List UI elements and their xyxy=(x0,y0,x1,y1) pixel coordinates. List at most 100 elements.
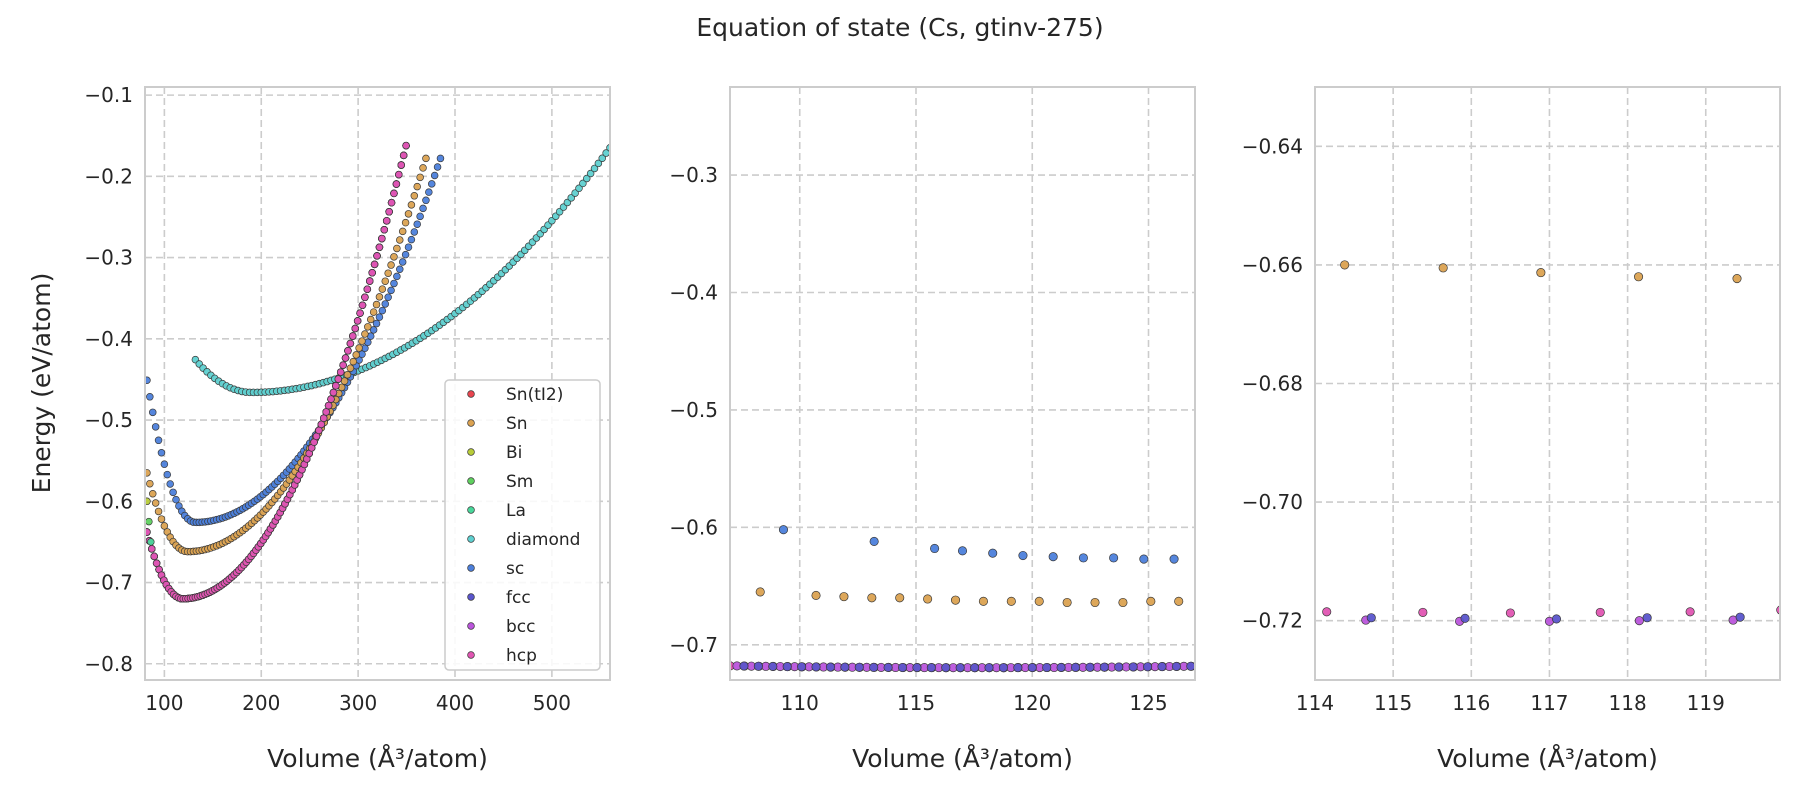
x-tick-label: 400 xyxy=(436,691,474,715)
data-point-sc xyxy=(1169,554,1179,564)
x-tick-label: 200 xyxy=(242,691,280,715)
data-point-fcc xyxy=(1642,613,1652,623)
data-point-sc xyxy=(422,196,430,205)
y-axis-label: Energy (eV/atom) xyxy=(27,273,56,494)
data-point-hcp xyxy=(358,301,367,310)
data-point-hcp xyxy=(399,151,408,160)
data-point-diamond xyxy=(571,189,579,197)
legend-marker xyxy=(467,419,475,427)
data-point-hcp xyxy=(382,217,391,225)
legend-label: Sn xyxy=(506,414,528,434)
data-point-sn xyxy=(839,592,849,602)
data-point-sn xyxy=(422,154,430,163)
x-tick-label: 118 xyxy=(1609,691,1647,715)
x-tick-label: 119 xyxy=(1687,691,1725,715)
y-tick-label: −0.3 xyxy=(84,246,133,270)
data-point-sc xyxy=(390,279,398,288)
data-point-fcc xyxy=(782,662,792,672)
legend: Sn(tI2) Sn Bi Sm La diamond sc fcc bcc hcp xyxy=(444,379,601,671)
data-point-fcc xyxy=(912,663,922,673)
y-tick-label: −0.5 xyxy=(84,408,133,432)
data-point-hcp xyxy=(332,382,340,390)
data-point-sc xyxy=(151,423,160,431)
panels: 100 200 300 400 500 −0.1 −0.2 −0.3 −0.4 −0.5 −0.6 −… xyxy=(27,83,1781,773)
data-point-sn xyxy=(404,210,413,218)
data-point-hcp xyxy=(368,269,376,277)
x-axis-label: Volume (Å³/atom) xyxy=(267,744,488,773)
data-point-sn xyxy=(755,587,765,597)
data-point-sc xyxy=(410,228,419,236)
data-point-sn xyxy=(1174,596,1184,606)
data-point-sn xyxy=(895,593,905,603)
y-tick-label: −0.7 xyxy=(84,571,133,595)
panel-right: 114 115 116 117 118 119 −0.64 −0.66 −0.68 −0.70 −0… xyxy=(1242,86,1781,773)
data-point-sc xyxy=(146,393,154,401)
y-tick-label: −0.5 xyxy=(669,398,718,422)
y-tick-label: −0.8 xyxy=(84,652,133,676)
x-tick-label: 116 xyxy=(1452,691,1490,715)
data-point-fcc xyxy=(768,661,778,671)
data-point-sc xyxy=(145,376,151,384)
data-point-sc xyxy=(154,436,163,445)
data-point-sn xyxy=(393,244,401,253)
y-tick-label: −0.64 xyxy=(1242,134,1303,158)
legend-label: fcc xyxy=(506,588,531,608)
data-point-diamond xyxy=(598,154,606,162)
data-point-hcp xyxy=(385,208,393,216)
data-point-hcp xyxy=(346,339,355,348)
data-point-sn xyxy=(396,236,404,244)
y-tick-label: −0.72 xyxy=(1242,609,1303,633)
data-point-fcc xyxy=(1114,662,1124,672)
data-point-sn xyxy=(343,370,352,379)
data-point-hcp xyxy=(1505,608,1515,618)
data-point-fcc xyxy=(840,662,850,672)
data-point-fcc xyxy=(811,662,821,672)
data-points xyxy=(730,525,1195,673)
data-point-sc xyxy=(387,286,395,295)
data-point-hcp xyxy=(148,545,156,553)
data-point-sn xyxy=(381,277,390,285)
legend-marker xyxy=(467,593,475,601)
data-point-fcc xyxy=(1013,663,1023,673)
data-point-sn xyxy=(340,377,349,385)
data-point-fcc xyxy=(897,662,908,673)
data-point-fcc xyxy=(739,661,749,671)
panel-left: 100 200 300 400 500 −0.1 −0.2 −0.3 −0.4 −0.5 −0.6 −… xyxy=(27,83,611,773)
data-point-sn xyxy=(410,192,419,200)
data-point-hcp xyxy=(402,141,410,150)
data-point-sn xyxy=(416,173,424,182)
data-point-hcp xyxy=(344,347,352,355)
legend-box xyxy=(444,379,601,671)
data-point-hcp xyxy=(387,198,396,207)
data-point-sn xyxy=(1034,596,1044,606)
data-point-sc xyxy=(419,204,427,213)
data-point-sc xyxy=(1109,553,1119,563)
data-point-sc xyxy=(436,154,445,163)
data-point-fcc xyxy=(984,663,994,673)
data-point-sn xyxy=(151,499,160,507)
data-point-sn xyxy=(352,351,360,359)
data-point-la xyxy=(147,538,155,546)
data-point-hcp xyxy=(375,243,384,252)
legend-marker xyxy=(467,564,475,572)
data-point-sc xyxy=(375,313,384,321)
data-point-hcp xyxy=(1418,607,1428,617)
data-point-sn xyxy=(390,253,398,261)
x-tick-label: 114 xyxy=(1296,691,1334,715)
y-tick-label: −0.6 xyxy=(669,515,718,539)
legend-marker xyxy=(467,506,475,514)
data-point-sm xyxy=(145,517,153,526)
data-point-bi xyxy=(145,497,151,506)
data-point-sn xyxy=(1006,596,1016,606)
data-point-fcc xyxy=(825,662,835,672)
data-point-sc xyxy=(393,272,401,281)
x-axis-label: Volume (Å³/atom) xyxy=(852,744,1073,773)
data-point-hcp xyxy=(145,528,151,536)
data-point-sn xyxy=(145,469,151,477)
data-point-sc xyxy=(988,548,998,558)
data-point-sc xyxy=(413,220,421,228)
data-point-fcc xyxy=(1171,661,1181,671)
y-tick-label: −0.70 xyxy=(1242,490,1303,514)
x-tick-label: 125 xyxy=(1129,691,1167,715)
data-point-fcc xyxy=(883,662,893,672)
